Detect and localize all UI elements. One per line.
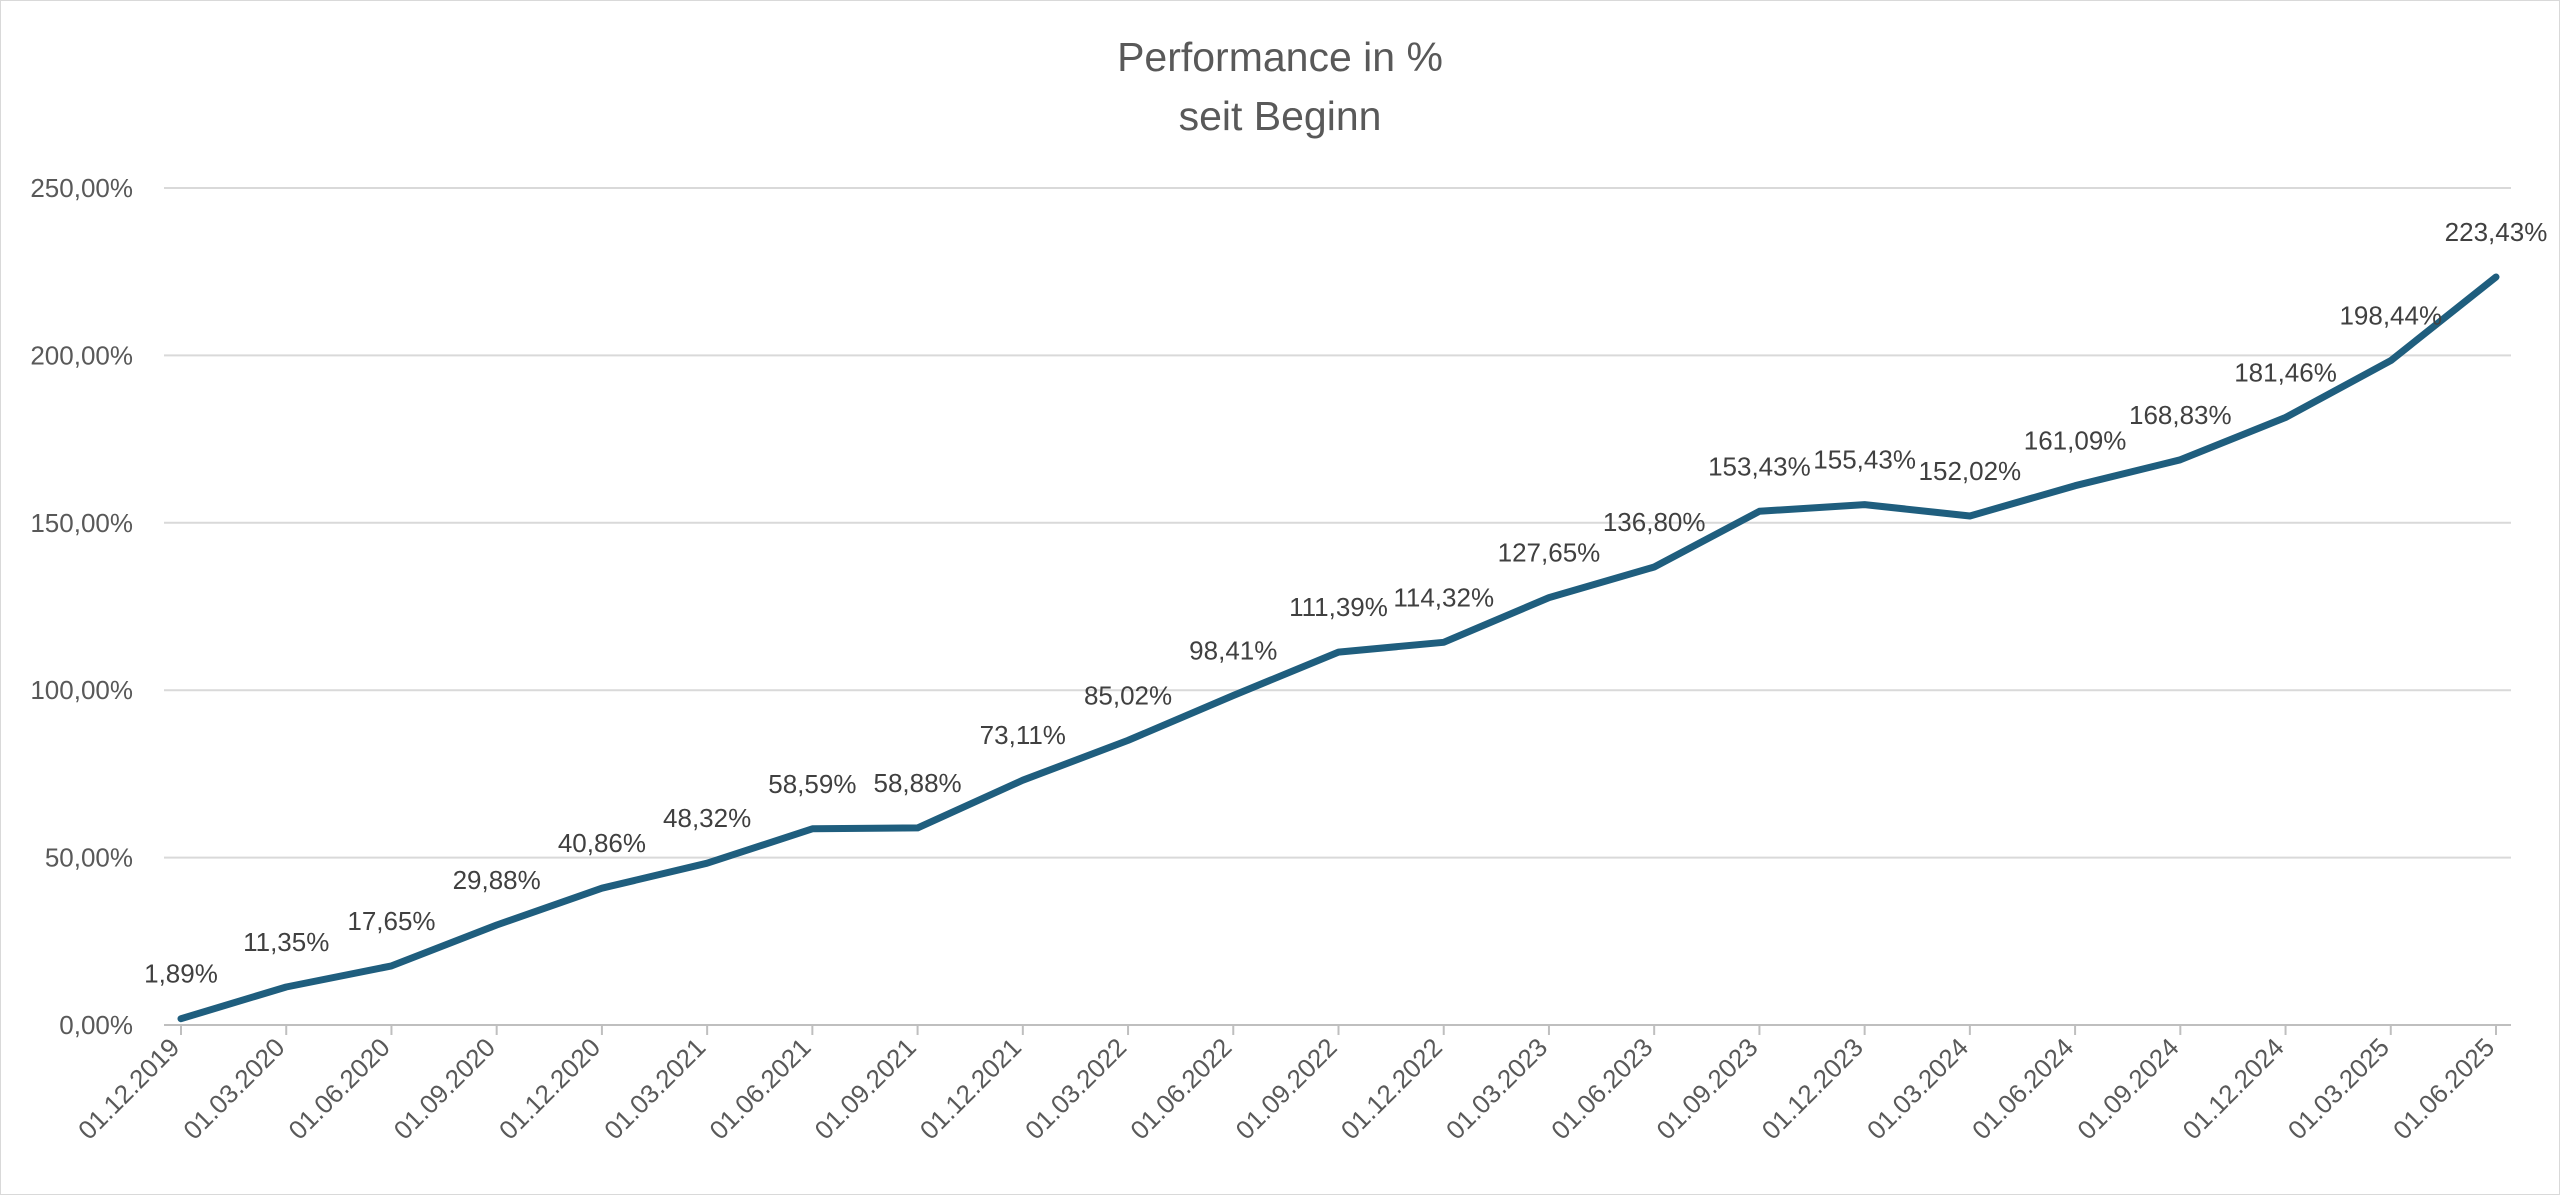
x-tick-label: 01.09.2020 [388, 1032, 501, 1145]
chart-title-line: Performance in % [1117, 34, 1443, 80]
data-label: 152,02% [1919, 456, 2022, 486]
x-tick-label: 01.12.2019 [72, 1032, 185, 1145]
y-tick-label: 150,00% [30, 508, 133, 538]
data-label: 98,41% [1189, 636, 1277, 666]
data-label: 153,43% [1708, 451, 1811, 481]
x-tick-label: 01.06.2020 [282, 1032, 395, 1145]
data-label: 223,43% [2445, 217, 2548, 247]
data-label: 168,83% [2129, 400, 2232, 430]
x-tick-label: 01.06.2025 [2387, 1032, 2500, 1145]
x-tick-label: 01.09.2021 [809, 1032, 922, 1145]
y-tick-label: 200,00% [30, 340, 133, 370]
data-label: 161,09% [2024, 426, 2127, 456]
data-label: 136,80% [1603, 507, 1706, 537]
x-tick-label: 01.09.2023 [1650, 1032, 1763, 1145]
x-tick-label: 01.09.2022 [1230, 1032, 1343, 1145]
data-label: 73,11% [980, 720, 1066, 750]
x-tick-label: 01.09.2024 [2071, 1032, 2184, 1145]
x-tick-label: 01.12.2020 [493, 1032, 606, 1145]
x-tick-label: 01.06.2022 [1124, 1032, 1237, 1145]
x-tick-label: 01.06.2023 [1545, 1032, 1658, 1145]
data-label: 155,43% [1813, 445, 1916, 475]
data-label: 40,86% [558, 828, 646, 858]
data-label: 85,02% [1084, 680, 1172, 710]
data-label: 58,88% [873, 768, 961, 798]
y-tick-label: 100,00% [30, 675, 133, 705]
data-label: 29,88% [453, 865, 541, 895]
data-label: 17,65% [347, 906, 435, 936]
data-label: 1,89% [144, 959, 218, 989]
data-label: 11,35% [243, 927, 329, 957]
x-tick-label: 01.03.2022 [1019, 1032, 1132, 1145]
x-tick-label: 01.03.2021 [598, 1032, 711, 1145]
data-label: 181,46% [2234, 357, 2337, 387]
x-tick-label: 01.03.2025 [2282, 1032, 2395, 1145]
y-axis: 0,00% 50,00% 100,00% 150,00% 200,00% 250,00% [30, 173, 133, 1040]
data-label: 127,65% [1498, 538, 1601, 568]
y-tick-label: 0,00% [59, 1010, 133, 1040]
series-line [181, 277, 2496, 1019]
x-tick-label: 01.12.2023 [1756, 1032, 1869, 1145]
data-label: 48,32% [663, 803, 751, 833]
y-tick-label: 50,00% [45, 843, 133, 873]
series-line-path [181, 277, 2496, 1019]
x-tick-label: 01.06.2024 [1966, 1032, 2079, 1145]
x-tick-label: 01.12.2021 [914, 1032, 1027, 1145]
x-tick-label: 01.03.2020 [177, 1032, 290, 1145]
y-tick-label: 250,00% [30, 173, 133, 203]
data-label: 111,39% [1289, 592, 1388, 622]
data-labels: 1,89% 11,35% 17,65% 29,88% 40,86% 48,32% 58,59… [144, 217, 2547, 989]
chart-title-line: seit Beginn [1179, 93, 1382, 139]
x-tick-label: 01.03.2024 [1861, 1032, 1974, 1145]
x-tick-label: 01.03.2023 [1440, 1032, 1553, 1145]
x-axis: 01.12.201901.03.202001.06.202001.09.2020… [72, 1025, 2500, 1145]
data-label: 58,59% [768, 769, 856, 799]
x-tick-label: 01.06.2021 [703, 1032, 816, 1145]
chart-title: Performance in % seit Beginn [1117, 34, 1443, 139]
data-label: 114,32% [1393, 582, 1494, 612]
data-label: 198,44% [2339, 301, 2442, 331]
x-tick-label: 01.12.2024 [2177, 1032, 2290, 1145]
x-tick-label: 01.12.2022 [1335, 1032, 1448, 1145]
